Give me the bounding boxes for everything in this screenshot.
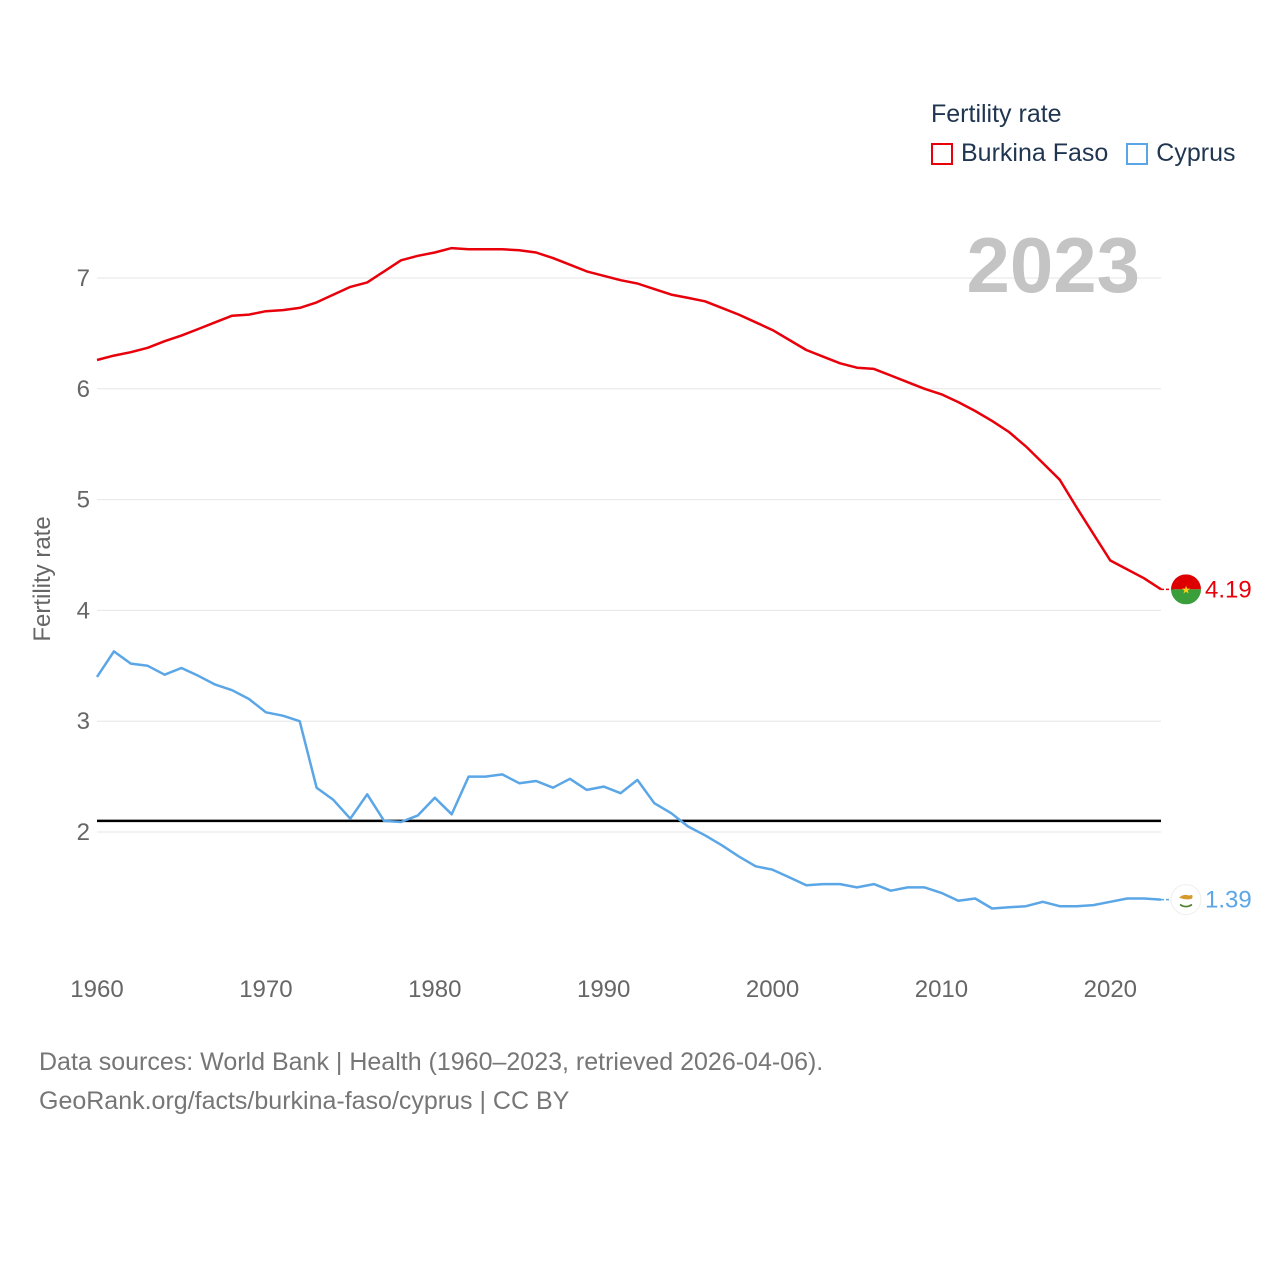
end-value-label-burkina-faso: 4.19 <box>1205 576 1252 603</box>
legend-title: Fertility rate <box>931 100 1062 128</box>
gridlines <box>97 277 1161 833</box>
y-tick-label: 5 <box>77 487 90 514</box>
y-tick-label: 6 <box>77 376 90 403</box>
y-tick-label: 7 <box>77 265 90 292</box>
cyprus-flag-icon <box>1170 884 1202 916</box>
y-tick-label: 3 <box>77 708 90 735</box>
svg-text:★: ★ <box>1181 584 1191 596</box>
legend: Fertility rate Burkina Faso Cyprus <box>931 100 1253 168</box>
source-line-1: Data sources: World Bank | Health (1960–… <box>39 1048 824 1076</box>
series-line-burkina-faso[interactable] <box>96 246 1162 591</box>
y-tick-label: 4 <box>77 597 90 624</box>
y-axis-title: Fertility rate <box>29 516 56 641</box>
y-axis-ticks: 2 3 4 5 6 7 <box>77 265 90 846</box>
end-value-label-cyprus: 1.39 <box>1205 887 1252 914</box>
x-tick-label: 2020 <box>1084 976 1137 1003</box>
end-marker-layer: ★ 4.19 1.39 <box>1161 574 1252 916</box>
legend-item-cyprus[interactable]: Cyprus <box>1126 139 1235 168</box>
y-tick-label: 2 <box>77 819 90 846</box>
x-axis-ticks: 1960 1970 1980 1990 2000 2010 2020 <box>70 976 1137 1003</box>
legend-item-burkina-faso[interactable]: Burkina Faso <box>931 139 1108 168</box>
source-note: Data sources: World Bank | Health (1960–… <box>39 1043 823 1121</box>
series-layer <box>95 246 1162 910</box>
source-line-2[interactable]: GeoRank.org/facts/burkina-faso/cyprus | … <box>39 1087 570 1115</box>
legend-swatch-cyprus <box>1126 142 1149 165</box>
burkina-faso-flag-icon: ★ <box>1171 574 1201 605</box>
series-line-cyprus[interactable] <box>95 650 1162 910</box>
legend-swatch-burkina-faso <box>931 142 953 165</box>
x-tick-label: 2010 <box>915 976 968 1003</box>
x-tick-label: 2000 <box>746 976 799 1003</box>
legend-label-cyprus: Cyprus <box>1156 139 1236 167</box>
x-tick-label: 1960 <box>70 976 123 1003</box>
x-tick-label: 1970 <box>239 976 292 1003</box>
current-year-label: 2023 <box>966 221 1140 309</box>
x-tick-label: 1980 <box>408 976 461 1003</box>
legend-label-burkina-faso: Burkina Faso <box>961 139 1109 167</box>
x-tick-label: 1990 <box>577 976 630 1003</box>
